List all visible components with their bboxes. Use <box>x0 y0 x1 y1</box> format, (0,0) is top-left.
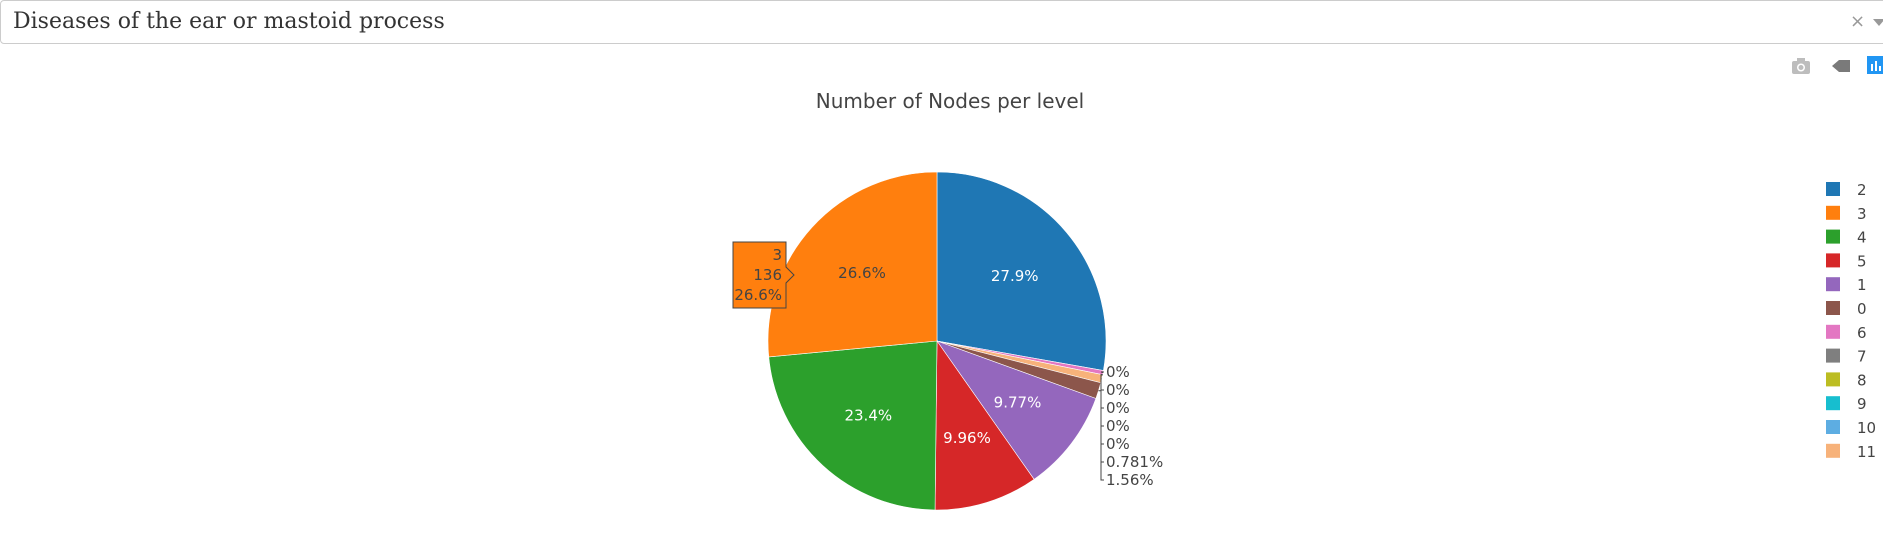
legend-item-7[interactable]: 7 <box>1826 348 1867 366</box>
legend-label: 9 <box>1857 395 1867 413</box>
legend-item-6[interactable]: 6 <box>1826 324 1867 342</box>
legend-item-9[interactable]: 9 <box>1826 395 1867 413</box>
legend-swatch <box>1826 348 1840 363</box>
slice-label-3: 26.6% <box>838 264 886 282</box>
legend-item-3[interactable]: 3 <box>1826 205 1867 223</box>
legend-item-10[interactable]: 10 <box>1826 419 1876 437</box>
chevron-down-icon[interactable] <box>1873 19 1883 26</box>
tooltip-box <box>732 241 795 309</box>
pie-slice-1[interactable] <box>936 340 1097 480</box>
legend-label: 5 <box>1857 252 1867 270</box>
legend-swatch <box>1826 277 1840 292</box>
pie-slice-5[interactable] <box>934 340 1035 511</box>
legend-swatch <box>1826 205 1840 220</box>
legend-swatch <box>1826 182 1840 196</box>
slice-label-4: 23.4% <box>844 407 892 425</box>
legend-label: 4 <box>1857 229 1867 247</box>
chart-title: Number of Nodes per level <box>816 89 1084 113</box>
legend-label: 2 <box>1857 181 1867 199</box>
legend-item-5[interactable]: 5 <box>1826 252 1867 270</box>
clear-icon[interactable]: × <box>1850 11 1866 32</box>
slice-label-9: 0% <box>1106 417 1130 435</box>
bar-chart-icon[interactable] <box>1867 56 1883 76</box>
label-connector-6 <box>1100 371 1104 374</box>
legend-label: 1 <box>1857 276 1867 294</box>
slice-label-10: 0% <box>1106 435 1130 453</box>
tooltip-percent: 26.6% <box>734 286 782 304</box>
disease-select-value: Diseases of the ear or mastoid process <box>13 9 445 34</box>
pie-slice-4[interactable] <box>768 340 938 511</box>
legend-item-11[interactable]: 11 <box>1826 443 1876 461</box>
legend-swatch <box>1826 420 1840 434</box>
slice-label-2: 27.9% <box>991 267 1039 285</box>
legend-label: 11 <box>1857 443 1876 461</box>
chart-modebar <box>0 56 1883 78</box>
slice-label-7: 0% <box>1106 381 1130 399</box>
tooltip-value: 136 <box>753 266 782 284</box>
slice-label-6: 0% <box>1106 363 1130 381</box>
pie-slice-2[interactable] <box>936 171 1107 371</box>
legend-item-2[interactable]: 2 <box>1826 181 1867 199</box>
slice-label-1: 9.77% <box>994 394 1042 412</box>
slice-label-0: 1.56% <box>1106 471 1154 489</box>
legend-label: 8 <box>1857 371 1867 389</box>
legend-swatch <box>1826 253 1840 268</box>
legend-label: 0 <box>1857 300 1867 318</box>
legend-swatch <box>1826 301 1840 315</box>
slice-label-5: 9.96% <box>943 429 991 447</box>
legend-label: 6 <box>1857 324 1867 342</box>
pie-slice-3[interactable] <box>767 171 938 358</box>
legend-label: 7 <box>1857 348 1867 366</box>
tag-icon[interactable] <box>1830 56 1852 76</box>
legend-label: 3 <box>1857 205 1867 223</box>
legend-item-8[interactable]: 8 <box>1826 371 1867 389</box>
label-connector-0 <box>1098 390 1104 481</box>
pie-labels: 27.9%9.77%9.96%23.4%26.6%0%0%0%0%0%0.781… <box>838 264 1163 489</box>
hover-tooltip: 3 136 26.6% <box>732 241 795 309</box>
pie-slices <box>767 171 1107 511</box>
slice-label-11: 0.781% <box>1106 453 1163 471</box>
legend-item-1[interactable]: 1 <box>1826 276 1867 294</box>
legend-swatch <box>1826 396 1840 411</box>
legend-item-4[interactable]: 4 <box>1826 229 1867 247</box>
slice-label-8: 0% <box>1106 399 1130 417</box>
camera-icon[interactable] <box>1790 56 1812 76</box>
legend-swatch <box>1826 443 1840 458</box>
legend-swatch <box>1826 229 1840 244</box>
disease-select[interactable]: Diseases of the ear or mastoid process × <box>0 0 1883 44</box>
tooltip-label: 3 <box>772 246 782 264</box>
legend-label: 10 <box>1857 419 1876 437</box>
legend-swatch <box>1826 372 1840 387</box>
legend-item-0[interactable]: 0 <box>1826 300 1867 318</box>
legend-swatch <box>1826 324 1840 339</box>
